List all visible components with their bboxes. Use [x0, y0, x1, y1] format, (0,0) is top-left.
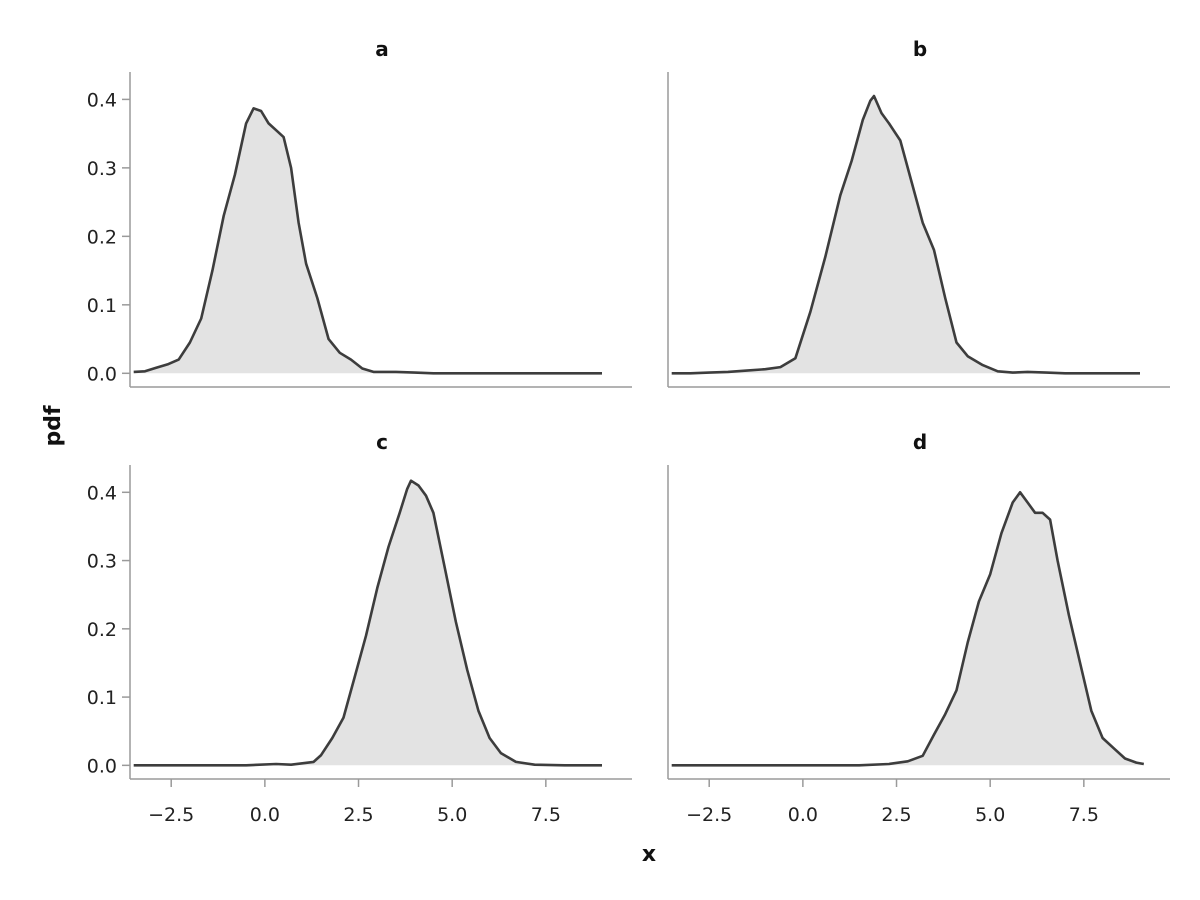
density-line	[133, 479, 602, 767]
panel-title: d	[913, 430, 927, 454]
density-line	[671, 491, 1145, 767]
y-tick-label: 0.4	[87, 482, 117, 504]
y-tick-label: 0.3	[87, 551, 117, 573]
x-axis-title: x	[642, 842, 656, 867]
y-axis-title: pdf	[41, 405, 66, 446]
y-tick-label: 0.0	[87, 755, 117, 777]
x-tick-label: 2.5	[343, 804, 373, 826]
x-tick-label: 5.0	[437, 804, 467, 826]
x-tick-label: 7.5	[1069, 804, 1099, 826]
y-tick-label: 0.1	[87, 295, 117, 317]
panel-a: a 0.0 0.1 0.2 0.3 0.4	[87, 37, 632, 388]
x-tick-label: 2.5	[881, 804, 911, 826]
x-tick-label: 7.5	[531, 804, 561, 826]
x-tick-label: −2.5	[148, 804, 194, 826]
y-tick-label: 0.2	[87, 226, 117, 248]
panels-group: a 0.0 0.1 0.2 0.3 0.4 b c 0.0 0.1 0.2 0.3 0.4 −2.5 0.0…	[87, 37, 1170, 826]
x-tick-label: 5.0	[975, 804, 1005, 826]
panel-title: b	[913, 37, 927, 61]
panel-title: a	[375, 37, 389, 61]
y-tick-label: 0.0	[87, 363, 117, 385]
density-area	[133, 480, 602, 766]
panel-b: b	[667, 37, 1170, 388]
panel-d: d −2.5 0.0 2.5 5.0 7.5	[667, 430, 1170, 826]
density-area	[671, 492, 1144, 766]
density-line	[133, 107, 602, 375]
panel-c: c 0.0 0.1 0.2 0.3 0.4 −2.5 0.0 2.5 5.0 7.5	[87, 430, 632, 826]
panel-title: c	[376, 430, 388, 454]
y-tick-label: 0.2	[87, 619, 117, 641]
y-tick-label: 0.4	[87, 89, 117, 111]
x-tick-label: 0.0	[788, 804, 818, 826]
density-line	[671, 94, 1140, 375]
density-area	[133, 108, 602, 374]
y-tick-label: 0.3	[87, 158, 117, 180]
y-tick-label: 0.1	[87, 687, 117, 709]
density-area	[671, 96, 1140, 374]
x-tick-label: −2.5	[686, 804, 732, 826]
x-tick-label: 0.0	[250, 804, 280, 826]
